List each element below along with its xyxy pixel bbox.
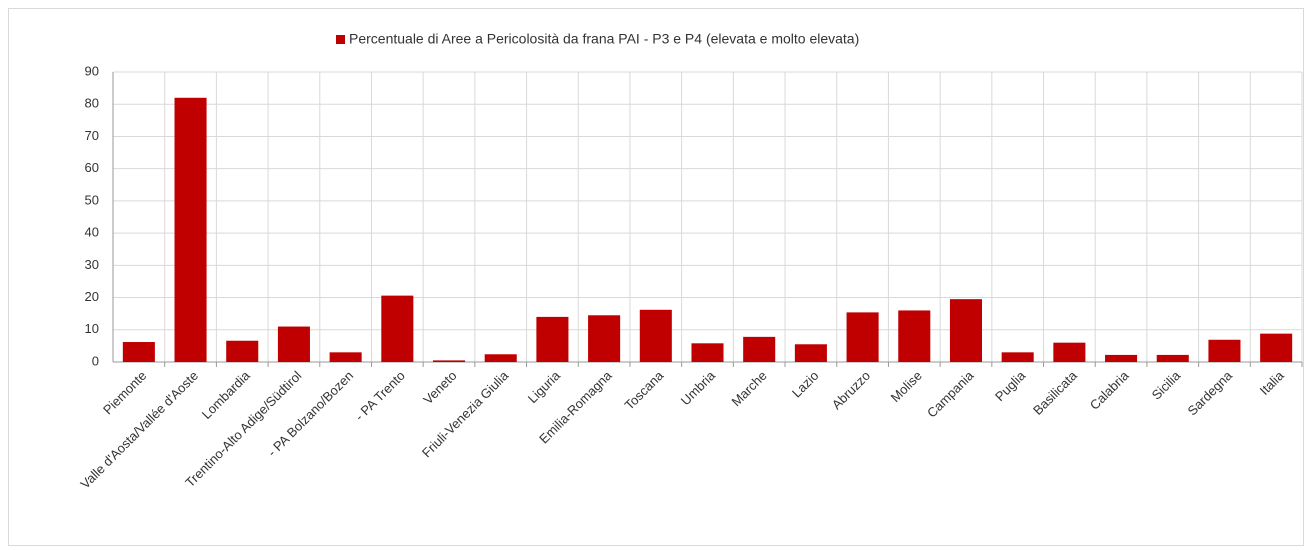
bar (898, 310, 931, 362)
y-tick-label: 50 (85, 192, 99, 207)
bar (949, 299, 983, 362)
legend-label: Percentuale di Aree a Pericolosità da fr… (349, 31, 859, 47)
bar (536, 316, 569, 362)
bar (277, 326, 310, 362)
bar (484, 354, 517, 362)
bar (122, 342, 155, 362)
y-tick-label: 90 (85, 63, 99, 78)
bar (1001, 352, 1034, 362)
bar (588, 315, 621, 362)
y-tick-label: 10 (85, 321, 99, 336)
y-tick-label: 60 (85, 160, 99, 175)
y-tick-label: 30 (85, 257, 99, 272)
y-tick-label: 20 (85, 289, 99, 304)
bar (432, 360, 466, 362)
bar (691, 343, 724, 362)
y-tick-label: 80 (85, 96, 99, 111)
y-tick-label: 0 (92, 353, 99, 368)
bar (381, 295, 414, 362)
bar (639, 309, 672, 362)
bar (1208, 339, 1241, 362)
bar (1053, 342, 1086, 362)
bar (794, 344, 827, 362)
bar (329, 352, 362, 362)
chart-border (8, 8, 1304, 546)
y-tick-label: 40 (85, 225, 99, 240)
bar (1260, 333, 1293, 362)
bar (743, 336, 776, 362)
bar (846, 312, 879, 362)
bar (1156, 354, 1189, 362)
bar (226, 340, 259, 362)
legend-swatch (336, 35, 345, 44)
bar (1105, 354, 1138, 362)
y-tick-label: 70 (85, 128, 99, 143)
bar (174, 97, 207, 363)
